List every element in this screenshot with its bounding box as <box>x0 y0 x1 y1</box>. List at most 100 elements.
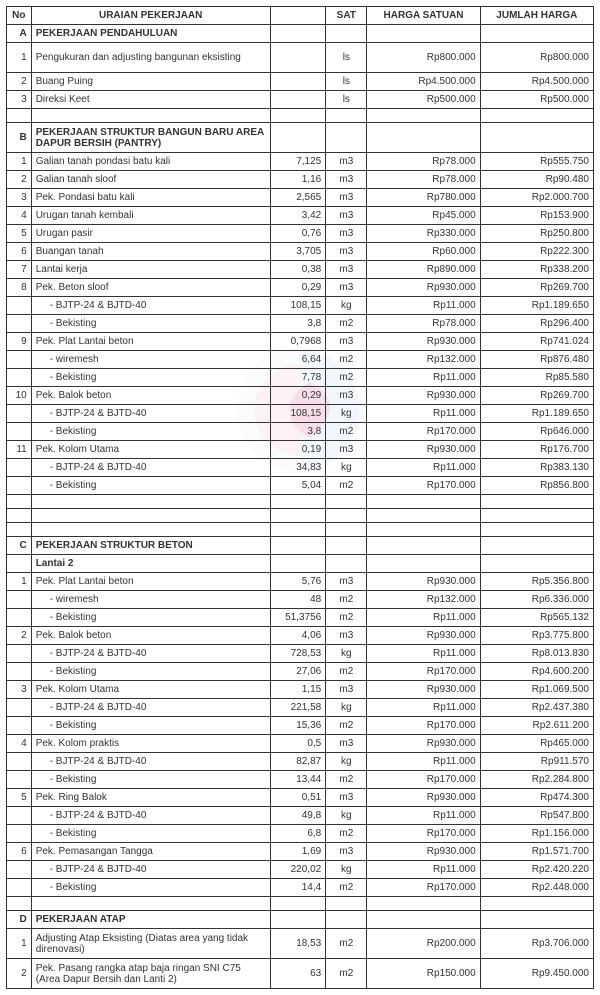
cell-desc: Adjusting Atap Eksisting (Diatas area ya… <box>31 929 270 959</box>
cell-jh: Rp2.284.800 <box>480 771 593 789</box>
cell-jh: Rp2.420.220 <box>480 861 593 879</box>
cell-sat: kg <box>326 645 367 663</box>
cell-hs: Rp930.000 <box>367 627 480 645</box>
empty-cell <box>367 523 480 537</box>
table-header: No URAIAN PEKERJAAN SAT HARGA SATUAN JUM… <box>7 7 594 25</box>
cell-sat <box>326 537 367 555</box>
cell-qty: 49,8 <box>270 807 326 825</box>
table-row: - BJTP-24 & BJTD-40728,53kgRp11.000Rp8.0… <box>7 645 594 663</box>
cell-desc: - Bekisting <box>31 771 270 789</box>
cell-no: 5 <box>7 789 32 807</box>
cell-no <box>7 861 32 879</box>
cell-sat: kg <box>326 807 367 825</box>
cell-jh: Rp2.437.380 <box>480 699 593 717</box>
cell-hs: Rp200.000 <box>367 929 480 959</box>
section-letter: D <box>7 911 32 929</box>
cell-jh: Rp269.700 <box>480 387 593 405</box>
cell-jh: Rp474.300 <box>480 789 593 807</box>
table-row: 3Direksi KeetlsRp500.000Rp500.000 <box>7 91 594 109</box>
empty-cell <box>270 523 326 537</box>
cell-hs: Rp11.000 <box>367 609 480 627</box>
cell-jh: Rp4.500.000 <box>480 73 593 91</box>
empty-cell <box>31 495 270 509</box>
cell-qty: 48 <box>270 591 326 609</box>
cell-jh <box>480 25 593 43</box>
table-row <box>7 495 594 509</box>
table-row: - BJTP-24 & BJTD-4082,87kgRp11.000Rp911.… <box>7 753 594 771</box>
cell-no <box>7 771 32 789</box>
empty-cell <box>480 109 593 123</box>
table-row: - Bekisting3,8m2Rp78.000Rp296.400 <box>7 315 594 333</box>
cell-hs: Rp930.000 <box>367 333 480 351</box>
cell-desc: - BJTP-24 & BJTD-40 <box>31 459 270 477</box>
cell-desc: Pek. Beton sloof <box>31 279 270 297</box>
cell-qty <box>270 91 326 109</box>
cell-qty: 3,705 <box>270 243 326 261</box>
cell-qty: 221,58 <box>270 699 326 717</box>
cell-qty: 3,8 <box>270 315 326 333</box>
empty-cell <box>326 509 367 523</box>
cell-qty: 5,76 <box>270 573 326 591</box>
cell-jh: Rp2.000.700 <box>480 189 593 207</box>
empty-cell <box>367 897 480 911</box>
cell-jh: Rp741.024 <box>480 333 593 351</box>
cell-jh: Rp500.000 <box>480 91 593 109</box>
cell-sat <box>326 555 367 573</box>
cell-desc: - BJTP-24 & BJTD-40 <box>31 645 270 663</box>
cell-desc: Pek. Pasang rangka atap baja ringan SNI … <box>31 959 270 989</box>
table-row: - Bekisting15,36m2Rp170.000Rp2.611.200 <box>7 717 594 735</box>
cell-desc: - BJTP-24 & BJTD-40 <box>31 297 270 315</box>
cell-hs <box>367 555 480 573</box>
table-row: CPEKERJAAN STRUKTUR BETON <box>7 537 594 555</box>
cell-sat <box>326 911 367 929</box>
cell-jh: Rp338.200 <box>480 261 593 279</box>
cell-desc: Pek. Pemasangan Tangga <box>31 843 270 861</box>
cell-no: 1 <box>7 929 32 959</box>
cell-desc: - Bekisting <box>31 369 270 387</box>
cell-sat: ls <box>326 91 367 109</box>
cell-qty <box>270 537 326 555</box>
table-body: APEKERJAAN PENDAHULUAN1Pengukuran dan ad… <box>7 25 594 989</box>
cell-qty: 2,565 <box>270 189 326 207</box>
table-row: 2Pek. Pasang rangka atap baja ringan SNI… <box>7 959 594 989</box>
table-row: 4Pek. Kolom praktis0,5m3Rp930.000Rp465.0… <box>7 735 594 753</box>
cell-qty: 7,78 <box>270 369 326 387</box>
cell-jh: Rp3.706.000 <box>480 929 593 959</box>
cell-desc: - wiremesh <box>31 351 270 369</box>
cell-no <box>7 405 32 423</box>
cell-jh: Rp5.356.800 <box>480 573 593 591</box>
cell-jh: Rp269.700 <box>480 279 593 297</box>
cell-sat: m2 <box>326 477 367 495</box>
cell-hs: Rp780.000 <box>367 189 480 207</box>
cell-desc: Pek. Pondasi batu kali <box>31 189 270 207</box>
cell-hs: Rp132.000 <box>367 591 480 609</box>
cell-jh: Rp1.571.700 <box>480 843 593 861</box>
cell-hs: Rp930.000 <box>367 789 480 807</box>
cell-qty: 1,69 <box>270 843 326 861</box>
cell-desc: Galian tanah sloof <box>31 171 270 189</box>
cell-desc: - Bekisting <box>31 609 270 627</box>
cell-hs: Rp170.000 <box>367 477 480 495</box>
cell-desc: Lantai kerja <box>31 261 270 279</box>
cell-qty: 108,15 <box>270 405 326 423</box>
cell-sat: kg <box>326 861 367 879</box>
cell-sat: m3 <box>326 279 367 297</box>
table-row: - Bekisting13,44m2Rp170.000Rp2.284.800 <box>7 771 594 789</box>
table-row: 2Buang PuinglsRp4.500.000Rp4.500.000 <box>7 73 594 91</box>
cell-jh: Rp296.400 <box>480 315 593 333</box>
cell-no <box>7 369 32 387</box>
empty-cell <box>367 509 480 523</box>
cell-sat: m3 <box>326 171 367 189</box>
cell-jh: Rp547.800 <box>480 807 593 825</box>
cell-desc: Pek. Balok beton <box>31 627 270 645</box>
cell-desc: - BJTP-24 & BJTD-40 <box>31 861 270 879</box>
cell-no <box>7 825 32 843</box>
cell-qty: 14,4 <box>270 879 326 897</box>
section-letter: C <box>7 537 32 555</box>
col-desc: URAIAN PEKERJAAN <box>31 7 270 25</box>
cell-hs: Rp11.000 <box>367 645 480 663</box>
cell-sat: m3 <box>326 441 367 459</box>
cell-hs: Rp11.000 <box>367 369 480 387</box>
table-row: 5Urugan pasir0,76m3Rp330.000Rp250.800 <box>7 225 594 243</box>
table-row: - BJTP-24 & BJTD-40221,58kgRp11.000Rp2.4… <box>7 699 594 717</box>
